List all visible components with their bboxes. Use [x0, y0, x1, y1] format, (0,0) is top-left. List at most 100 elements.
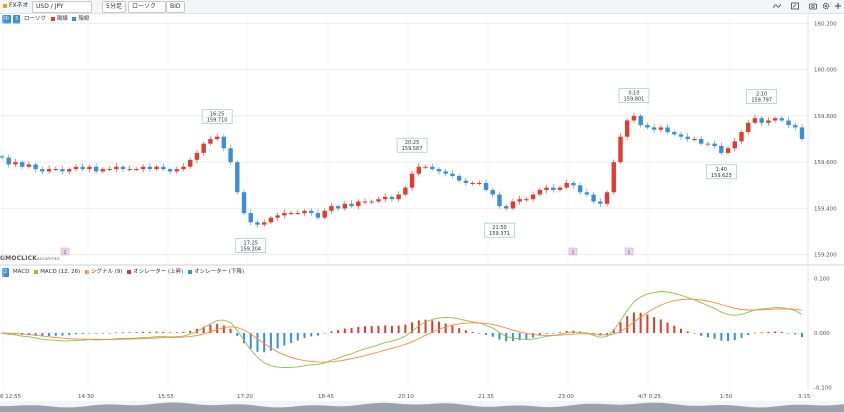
draw-icon[interactable]: [773, 2, 781, 10]
candle-body: [114, 166, 119, 170]
callout-price: 159.371: [489, 231, 510, 237]
macd-histogram-bar: [404, 324, 407, 333]
candle-body: [678, 134, 684, 137]
candle: [591, 192, 596, 204]
candle: [322, 208, 327, 220]
macd-histogram-bar: [478, 333, 481, 334]
candle-body: [416, 166, 422, 174]
legend-candle-label: ローソク: [23, 16, 46, 22]
candle-body: [584, 192, 590, 195]
screenshot-icon[interactable]: [809, 2, 817, 10]
x-tick-label: 15:55: [158, 394, 174, 400]
event-marker: 1: [624, 247, 634, 256]
gmo-logo: GMOCLICKSECURITIES: [0, 255, 60, 262]
macd-histogram-bar: [390, 325, 393, 333]
candle: [537, 188, 543, 197]
candle-body: [228, 148, 233, 163]
macd-histogram-bar: [337, 330, 340, 333]
macd-histogram-bar: [679, 328, 682, 333]
macd-histogram-bar: [209, 324, 212, 333]
candle-body: [766, 120, 771, 123]
macd-histogram-bar: [269, 333, 272, 351]
candle-body: [181, 166, 186, 170]
macd-histogram-bar: [626, 316, 629, 333]
marker-box: [568, 247, 578, 256]
candle: [571, 181, 576, 189]
candle: [450, 170, 455, 179]
candle-body: [261, 222, 267, 225]
candle: [356, 199, 361, 210]
candle: [369, 199, 374, 204]
candle: [295, 209, 300, 215]
candle-body: [389, 196, 395, 200]
event-marker: 1: [568, 247, 578, 256]
candle-body: [631, 115, 637, 121]
candle: [33, 162, 38, 173]
logo-text: GMOCLICK: [0, 255, 38, 262]
settings-icon[interactable]: [822, 2, 830, 10]
navigator-strip: [0, 401, 844, 412]
currency-pair-select[interactable]: USD / JPY: [32, 1, 92, 13]
interval-select[interactable]: 5分足: [102, 1, 126, 13]
macd-histogram-bar: [491, 333, 494, 337]
window-icon[interactable]: [791, 2, 799, 10]
candle-body: [127, 169, 132, 171]
candle-body: [517, 199, 522, 202]
macd-histogram-bar: [68, 333, 71, 336]
macd-histogram-bar: [357, 326, 360, 333]
marker-box: [624, 247, 634, 256]
candle: [235, 160, 240, 195]
candle-body: [235, 162, 240, 193]
navigator-area: [0, 402, 844, 412]
candle: [67, 167, 72, 175]
chart-style-select[interactable]: ローソク: [128, 1, 166, 13]
macd-histogram-bar: [364, 326, 367, 333]
candle-body: [658, 127, 664, 130]
candle: [382, 193, 388, 203]
candle-body: [638, 115, 643, 126]
macd-histogram-bar: [195, 328, 198, 333]
candle: [672, 130, 677, 137]
candle: [463, 177, 469, 187]
candle: [53, 166, 58, 171]
candle: [423, 164, 428, 170]
candle-body: [188, 159, 193, 167]
price-type-select[interactable]: BID: [166, 1, 185, 13]
chart-toolbar: FXネオ USD / JPY 5分足 ローソク BID: [0, 0, 844, 14]
candle: [618, 132, 623, 164]
x-tick-label: 23:00: [558, 394, 574, 400]
legend-signal-label: シグナル (9): [90, 269, 123, 275]
legend-badge: 中: [2, 15, 12, 24]
callout-price: 159.797: [751, 98, 772, 104]
candle: [46, 165, 52, 174]
legend-down-label: 陰線: [78, 16, 90, 22]
candle-body: [6, 157, 11, 165]
legend-macd-title: MACD: [12, 269, 30, 275]
add-icon[interactable]: [834, 2, 842, 10]
callout-time: 20:25: [405, 140, 419, 146]
macd-histogram-bar: [54, 333, 57, 336]
macd-histogram-bar: [182, 331, 185, 333]
candle: [416, 163, 422, 177]
candle-body: [705, 143, 711, 145]
macd-histogram-bar: [505, 333, 508, 342]
candle-body: [67, 169, 72, 172]
macd-histogram-bar: [693, 333, 696, 334]
candle: [544, 184, 549, 194]
candle-body: [302, 210, 307, 214]
callout-box: [618, 88, 650, 103]
macd-histogram-bar: [243, 333, 246, 344]
candle-body: [510, 201, 516, 209]
candle: [134, 167, 139, 171]
y-tick-label: 160.000: [814, 68, 837, 74]
candle: [504, 204, 509, 211]
candle: [409, 170, 415, 191]
up-swatch: [50, 16, 55, 21]
macd-line: [1, 291, 803, 368]
brand-text: FXネオ: [9, 2, 29, 9]
